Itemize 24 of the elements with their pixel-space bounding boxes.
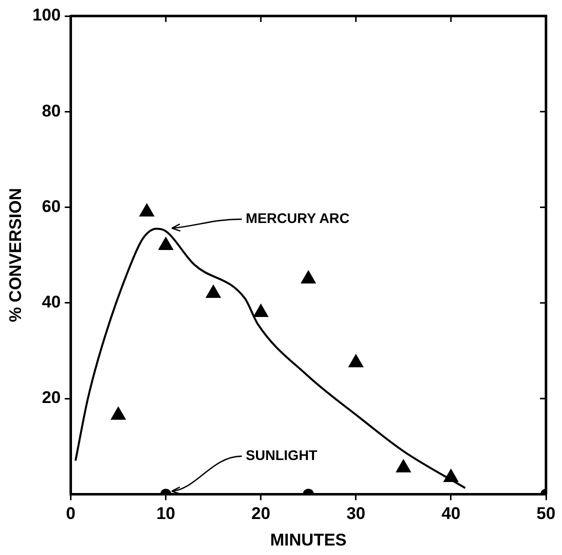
annotation: SUNLIGHT: [246, 447, 318, 464]
line-series: [74, 228, 466, 489]
point: [253, 304, 268, 317]
y-tick-label: 80: [42, 101, 61, 120]
point: [300, 270, 316, 284]
x-tick-label: 0: [66, 504, 76, 524]
point: [348, 354, 364, 368]
x-axis-title: MINUTES: [270, 530, 347, 550]
point: [158, 237, 174, 250]
y-tick-label: 60: [42, 196, 61, 216]
x-tick-label: 10: [156, 504, 176, 524]
point: [139, 204, 154, 217]
y-axis-title: % CONVERSION: [6, 188, 25, 322]
annotation: MERCURY ARC: [246, 210, 350, 226]
x-tick-label: 30: [346, 504, 366, 524]
y-tick-label: 40: [42, 292, 61, 312]
y-tick-label: 100: [32, 6, 61, 25]
point: [206, 284, 221, 298]
x-tick-label: 40: [441, 504, 460, 524]
x-tick-label: 20: [251, 504, 270, 524]
x-tick-label: 50: [536, 504, 556, 524]
point: [396, 459, 411, 472]
point: [110, 406, 126, 420]
y-tick-label: 20: [42, 388, 61, 408]
